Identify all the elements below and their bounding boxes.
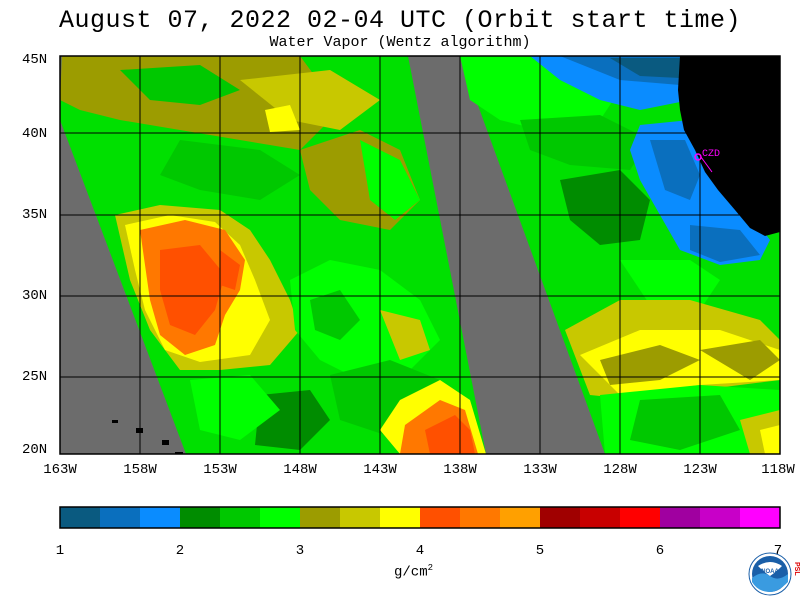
colorbar-segment [140, 507, 181, 528]
lat-label-35n: 35N [22, 207, 48, 223]
colorbar-segment [740, 507, 781, 528]
lon-label-153w: 153W [203, 462, 237, 478]
colorbar-frame [59, 506, 781, 529]
colorbar-segment [100, 507, 141, 528]
colorbar-tick-6: 6 [655, 543, 665, 559]
colorbar-segment [340, 507, 381, 528]
colorbar-segment [620, 507, 661, 528]
colorbar-tick-3: 3 [295, 543, 305, 559]
station-marker [694, 153, 713, 173]
colorbar-segment [700, 507, 741, 528]
lat-label-40n: 40N [22, 126, 48, 142]
colorbar-tick-1: 1 [55, 543, 65, 559]
colorbar-segment [660, 507, 701, 528]
lat-label-25n: 25N [22, 369, 48, 385]
lat-label-30n: 30N [22, 288, 48, 304]
lon-label-123w: 123W [683, 462, 717, 478]
colorbar-segment [180, 507, 221, 528]
colorbar-tick-2: 2 [175, 543, 185, 559]
colorbar-segment [420, 507, 461, 528]
colorbar-segment [300, 507, 341, 528]
lon-label-128w: 128W [603, 462, 637, 478]
colorbar-segment [460, 507, 501, 528]
colorbar-units: g/cm2 [394, 563, 434, 581]
colorbar [60, 507, 781, 528]
station-label: CZD [702, 149, 720, 160]
lat-label-45n: 45N [22, 52, 48, 68]
noaa-logo: NOAA [748, 552, 792, 596]
lon-label-148w: 148W [283, 462, 317, 478]
colorbar-segment [580, 507, 621, 528]
map-frame [59, 55, 781, 455]
map-title: August 07, 2022 02-04 UTC (Orbit start t… [58, 6, 742, 35]
lon-label-143w: 143W [363, 462, 397, 478]
colorbar-segment [60, 507, 101, 528]
map-subtitle: Water Vapor (Wentz algorithm) [269, 34, 531, 51]
lat-label-20n: 20N [22, 442, 48, 458]
colorbar-tick-7: 7 [773, 543, 783, 559]
colorbar-tick-5: 5 [535, 543, 545, 559]
lon-label-163w: 163W [43, 462, 77, 478]
colorbar-segment [220, 507, 261, 528]
colorbar-tick-4: 4 [415, 543, 425, 559]
lon-label-158w: 158W [123, 462, 157, 478]
lon-label-118w: 118W [761, 462, 795, 478]
map-gridlines [60, 56, 780, 454]
lon-label-138w: 138W [443, 462, 477, 478]
colorbar-segment [540, 507, 581, 528]
noaa-logo-text: NOAA [761, 569, 779, 575]
colorbar-segment [500, 507, 541, 528]
colorbar-segment [380, 507, 421, 528]
colorbar-segment [260, 507, 301, 528]
land-mass [678, 56, 780, 236]
lon-label-133w: 133W [523, 462, 557, 478]
psl-logo: PSL [793, 562, 800, 576]
